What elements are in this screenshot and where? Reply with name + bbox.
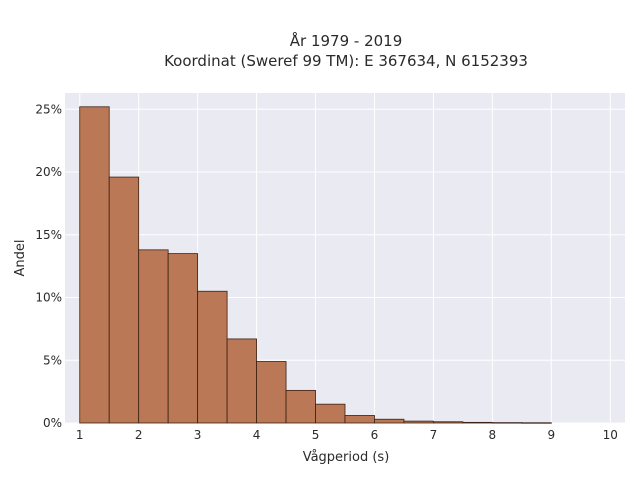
- y-tick-label: 25%: [35, 102, 62, 116]
- x-tick-label: 5: [312, 428, 320, 442]
- histogram-bar: [462, 421, 493, 424]
- histogram-bar: [79, 106, 110, 424]
- histogram-bar: [138, 249, 169, 424]
- x-tick-label: 2: [135, 428, 143, 442]
- y-tick-label: 15%: [35, 228, 62, 242]
- histogram-bar: [285, 389, 316, 424]
- x-tick-label: 9: [547, 428, 555, 442]
- y-axis-label: Andel: [13, 240, 28, 277]
- x-tick-label: 3: [194, 428, 202, 442]
- y-tick-label: 5%: [43, 353, 62, 367]
- histogram-bar: [315, 403, 346, 424]
- chart-title-line-2: Koordinat (Sweref 99 TM): E 367634, N 61…: [164, 52, 528, 70]
- histogram-bar: [256, 361, 287, 424]
- x-axis-ticks: 1 2 3 4 5 6 7 8 9 10: [76, 428, 618, 442]
- x-tick-label: 10: [603, 428, 618, 442]
- histogram-bar: [167, 253, 199, 424]
- histogram-bars: [79, 106, 552, 424]
- histogram-bar: [197, 290, 228, 424]
- y-axis-ticks: 0% 5% 10% 15% 20% 25%: [35, 102, 62, 430]
- x-tick-label: 6: [371, 428, 379, 442]
- chart-title-line-1: År 1979 - 2019: [290, 31, 403, 50]
- histogram-bar: [226, 338, 257, 424]
- x-tick-label: 8: [489, 428, 497, 442]
- x-axis-label: Vågperiod (s): [303, 450, 390, 465]
- histogram-bar: [108, 176, 140, 424]
- histogram-bar: [491, 422, 523, 424]
- histogram-bar: [521, 422, 552, 424]
- histogram-bar: [403, 420, 434, 424]
- histogram-bar: [374, 418, 405, 424]
- y-tick-label: 0%: [43, 416, 62, 430]
- histogram-bar: [344, 415, 375, 424]
- x-tick-label: 1: [76, 428, 84, 442]
- x-tick-label: 7: [430, 428, 438, 442]
- histogram-bar: [433, 421, 464, 424]
- x-tick-label: 4: [253, 428, 261, 442]
- y-tick-label: 20%: [35, 165, 62, 179]
- y-tick-label: 10%: [35, 291, 62, 305]
